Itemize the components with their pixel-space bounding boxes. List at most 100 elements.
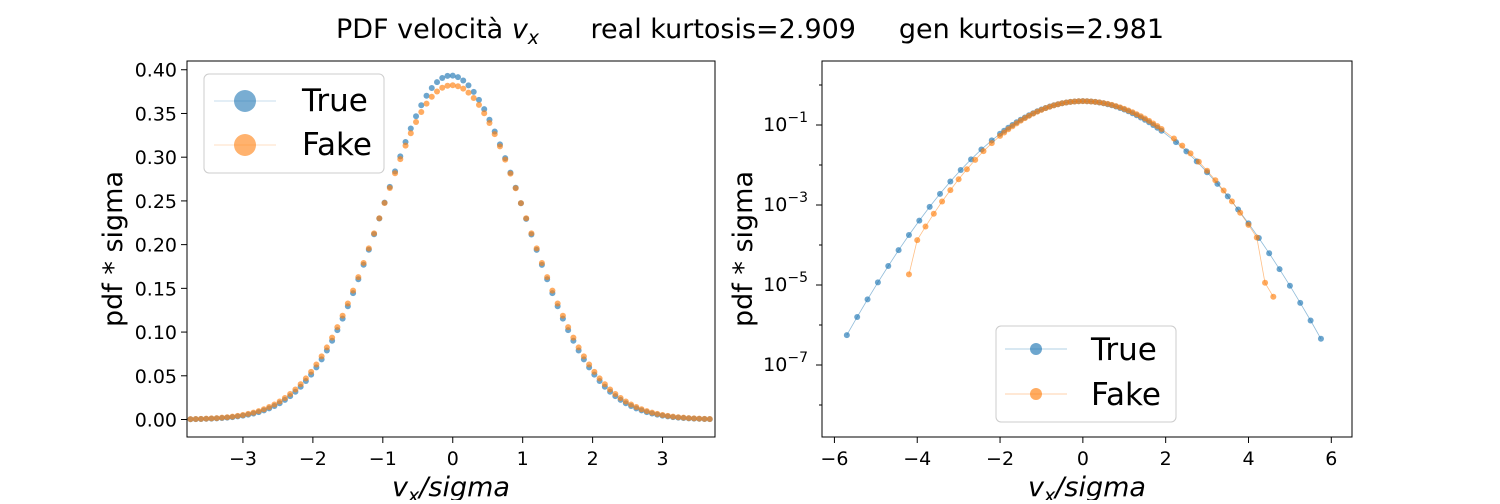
point-fake: [229, 413, 236, 420]
point-fake: [1001, 129, 1008, 136]
point-fake: [187, 416, 194, 423]
point-fake: [423, 100, 430, 107]
legend-fake-marker: [1030, 388, 1042, 400]
x-tick-label: 3: [657, 448, 669, 470]
point-true: [1224, 193, 1231, 200]
y-tick-label: 10−7: [763, 350, 808, 376]
point-fake: [329, 334, 336, 341]
x-tick-label: 6: [1325, 448, 1337, 470]
point-fake: [972, 156, 979, 163]
y-tick-label: 0.00: [135, 410, 177, 432]
point-fake: [365, 245, 372, 252]
point-fake: [1158, 126, 1165, 133]
point-fake: [1005, 126, 1012, 133]
point-fake: [1212, 177, 1219, 184]
point-true: [905, 232, 912, 239]
point-fake: [549, 287, 556, 294]
point-true: [407, 125, 414, 132]
legend-true-label: True: [1090, 332, 1157, 368]
point-fake: [596, 375, 603, 382]
point-fake: [276, 398, 283, 405]
point-fake: [323, 344, 330, 351]
point-fake: [980, 148, 987, 155]
point-fake: [371, 230, 378, 237]
y-tick-label: 0.15: [135, 278, 177, 300]
point-true: [434, 79, 441, 86]
point-fake: [481, 110, 488, 117]
point-true: [854, 313, 861, 320]
point-fake: [914, 237, 921, 244]
point-fake: [955, 176, 962, 183]
point-fake: [633, 404, 640, 411]
point-fake: [381, 200, 388, 207]
x-tick-label: −2: [299, 448, 327, 470]
point-true: [957, 167, 964, 174]
point-true: [895, 247, 902, 254]
point-fake: [355, 274, 362, 281]
point-fake: [544, 274, 551, 281]
point-true: [423, 92, 430, 99]
y-tick-label: 10−5: [763, 270, 808, 296]
point-fake: [685, 415, 692, 422]
point-fake: [334, 324, 341, 331]
point-fake: [601, 381, 608, 388]
point-fake: [675, 414, 682, 421]
x-tick-label: 2: [1160, 448, 1172, 470]
x-tick-label: 0: [447, 448, 459, 470]
point-fake: [339, 312, 346, 319]
point-fake: [612, 391, 619, 398]
title-var: v: [512, 14, 529, 45]
point-fake: [418, 109, 425, 116]
point-true: [1297, 299, 1304, 306]
x-tick-label: −1: [369, 448, 397, 470]
right-ylabel: pdf * sigma: [728, 171, 759, 327]
point-fake: [1228, 198, 1235, 205]
point-fake: [654, 410, 661, 417]
point-fake: [376, 215, 383, 222]
point-fake: [591, 368, 598, 375]
x-tick-label: −2: [986, 448, 1014, 470]
point-fake: [449, 82, 456, 89]
x-tick-label: 1: [517, 448, 529, 470]
point-fake: [607, 386, 614, 393]
point-true: [1276, 266, 1283, 273]
x-tick-label: −6: [820, 448, 848, 470]
point-fake: [1253, 234, 1260, 241]
y-tick-label: 0.25: [135, 191, 177, 213]
point-fake: [643, 408, 650, 415]
point-fake: [565, 324, 572, 331]
point-fake: [664, 412, 671, 419]
point-fake: [649, 409, 656, 416]
series-fake: [187, 82, 713, 423]
point-fake: [491, 131, 498, 138]
point-fake: [701, 415, 708, 422]
y-tick-label: 0.05: [135, 366, 177, 388]
point-fake: [1270, 293, 1277, 300]
point-true: [481, 106, 488, 113]
point-true: [947, 178, 954, 185]
point-fake: [939, 198, 946, 205]
point-true: [843, 332, 850, 339]
point-fake: [507, 170, 514, 177]
point-true: [475, 96, 482, 103]
point-fake: [905, 271, 912, 278]
y-tick-label: 10−3: [763, 190, 808, 216]
y-tick-label: 0.35: [135, 103, 177, 125]
legend-true-marker: [1030, 343, 1042, 355]
legend-true-marker: [234, 90, 256, 112]
point-true: [454, 74, 461, 81]
point-true: [449, 72, 456, 79]
title-main: PDF velocità: [336, 14, 512, 45]
point-true: [439, 75, 446, 82]
right-ticks: −6 −4 −2 0 2 4 6 10−1 10−3 10−5 10−7: [763, 84, 1337, 470]
y-tick-label: 0.40: [135, 60, 177, 82]
point-fake: [538, 259, 545, 266]
y-tick-label: 10−1: [763, 110, 808, 136]
point-fake: [922, 223, 929, 230]
right-plot: −6 −4 −2 0 2 4 6 10−1 10−3 10−5 10−7 vx/sigma pdf …: [728, 60, 1353, 504]
point-fake: [402, 142, 409, 149]
left-axes-frame: [186, 60, 716, 438]
legend-fake-marker: [234, 134, 256, 156]
point-fake: [512, 185, 519, 192]
